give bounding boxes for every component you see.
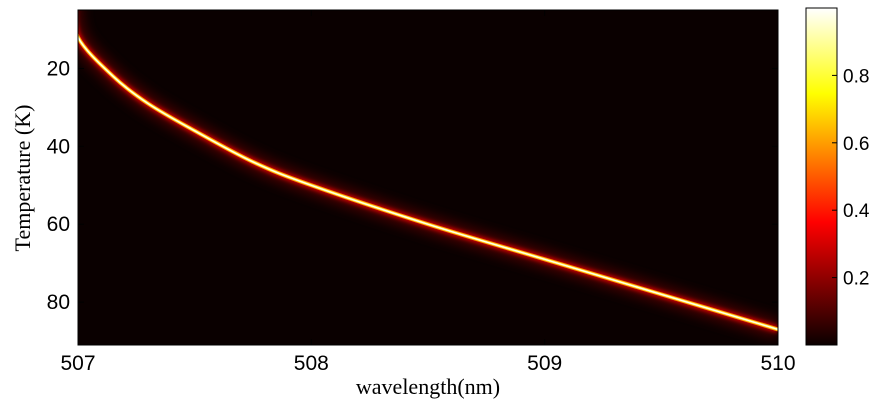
y-tick-label: 60 [47,213,70,236]
plot-frame [77,9,779,346]
x-tick-label: 507 [60,352,95,375]
x-tick-label: 510 [760,352,795,375]
curve-peak-line [78,35,778,330]
colorbar-tick-label: 0.4 [843,201,870,222]
y-axis-title: Temperature (K) [10,105,35,252]
x-tick-label: 509 [527,352,562,375]
colorbar-gradient [805,7,838,346]
colorbar: 0.2 0.4 0.6 0.8 [805,7,870,346]
y-tick-label: 80 [47,291,70,314]
y-tick-label: 40 [47,135,70,158]
colorbar-tick-label: 0.8 [843,66,869,87]
x-axis-ticks: 507 508 509 510 [60,10,796,375]
y-tick-label: 20 [47,57,70,80]
plot-area [77,9,779,346]
intensity-curve-layer [78,10,778,339]
x-tick-label: 508 [294,352,329,375]
colorbar-tick-label: 0.6 [843,134,869,155]
y-axis-ticks: 20 40 60 80 [47,57,778,314]
colorbar-tick-label: 0.2 [843,269,869,290]
colorbar-ticks: 0.2 0.4 0.6 0.8 [832,66,870,290]
x-axis-title: wavelength(nm) [356,374,500,399]
